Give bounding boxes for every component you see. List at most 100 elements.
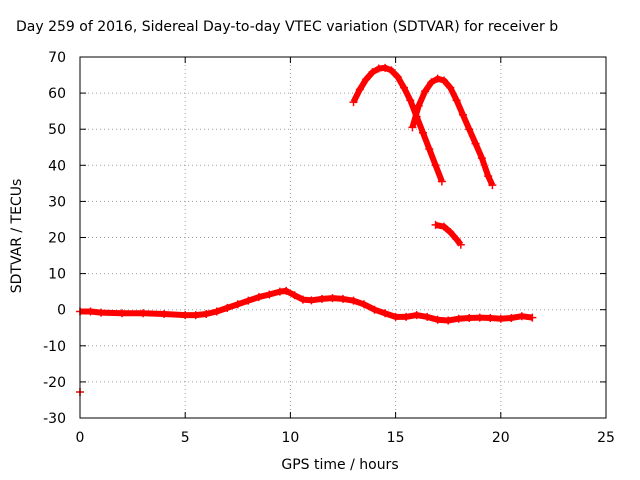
data-point — [290, 291, 299, 300]
data-point — [488, 181, 497, 190]
data-point — [433, 315, 442, 324]
data-point — [181, 311, 190, 320]
data-point — [465, 314, 474, 323]
x-tick-label: 25 — [597, 430, 615, 446]
data-point — [349, 296, 358, 305]
y-tick-label: -10 — [43, 339, 66, 355]
y-tick-label: 30 — [48, 194, 66, 210]
data-point — [433, 74, 442, 83]
data-point — [496, 314, 505, 323]
y-tick-label: 60 — [48, 86, 66, 102]
data-point — [427, 78, 436, 87]
data-point — [437, 177, 446, 186]
data-point — [517, 312, 526, 321]
x-tick-label: 0 — [76, 430, 85, 446]
data-point — [456, 240, 465, 249]
series-line — [80, 287, 533, 324]
data-point — [118, 309, 127, 318]
y-axis-label: SDTVAR / TECUs — [9, 178, 25, 294]
data-series-1 — [349, 63, 446, 186]
data-point — [282, 286, 291, 295]
y-tick-label: -30 — [43, 411, 66, 427]
x-tick-label: 10 — [281, 430, 299, 446]
data-point — [97, 308, 106, 317]
data-series-3 — [431, 220, 465, 249]
data-point — [458, 110, 467, 119]
data-series-2 — [408, 74, 497, 190]
data-point — [446, 228, 455, 237]
data-point — [412, 311, 421, 320]
x-tick-label: 5 — [181, 430, 190, 446]
data-point — [360, 300, 369, 309]
data-point — [475, 313, 484, 322]
data-point — [444, 316, 453, 325]
data-point — [421, 87, 430, 96]
data-point — [265, 290, 274, 299]
data-point — [355, 85, 364, 94]
data-point — [339, 294, 347, 303]
data-point — [431, 220, 440, 229]
grid — [80, 57, 606, 418]
data-point — [402, 312, 411, 321]
data-point — [223, 303, 232, 312]
tick-marks — [79, 56, 607, 419]
plot-frame — [79, 56, 607, 419]
data-point — [368, 68, 377, 77]
data-point — [139, 309, 148, 318]
data-point — [439, 222, 448, 231]
x-tick-label: 15 — [387, 430, 405, 446]
data-point — [349, 98, 358, 107]
data-point — [393, 72, 402, 81]
data-point — [425, 145, 434, 154]
data-point — [431, 161, 440, 170]
data-point — [446, 83, 455, 92]
data-point — [414, 101, 423, 110]
data-point — [86, 307, 95, 316]
data-point — [299, 295, 308, 304]
y-tick-label: 20 — [48, 231, 66, 247]
data-point — [452, 96, 461, 105]
y-tick-label: 50 — [48, 122, 66, 138]
y-tick-label: 40 — [48, 158, 66, 174]
data-point — [391, 312, 400, 321]
data-point — [484, 172, 493, 181]
data-point — [486, 314, 495, 323]
data-point — [233, 300, 242, 309]
data-point — [477, 154, 486, 163]
data-point — [454, 314, 463, 323]
y-tick-label: 70 — [48, 50, 66, 66]
series-line — [409, 75, 496, 187]
data-point — [254, 293, 263, 302]
data-point — [418, 128, 427, 137]
data-point — [160, 310, 169, 319]
data-point — [452, 235, 461, 244]
data-point — [328, 294, 337, 303]
data-point — [212, 307, 221, 316]
data-point — [381, 63, 390, 72]
data-point — [465, 125, 474, 134]
data-point — [387, 66, 396, 75]
data-point — [381, 309, 390, 318]
data-series-0 — [76, 286, 537, 325]
y-tick-label: 0 — [57, 303, 66, 319]
y-tick-label: 10 — [48, 267, 66, 283]
x-tick-label: 20 — [492, 430, 510, 446]
data-point — [307, 296, 316, 305]
data-point — [370, 305, 379, 314]
data-point — [471, 139, 480, 148]
data-point — [244, 296, 253, 305]
data-point — [362, 75, 371, 84]
data-point — [507, 314, 516, 323]
data-point — [317, 294, 326, 303]
data-point — [191, 311, 200, 320]
data-point — [528, 313, 537, 322]
y-tick-label: -20 — [43, 375, 66, 391]
data-point — [400, 83, 409, 92]
data-point — [423, 312, 432, 321]
data-point — [406, 96, 415, 105]
data-point — [408, 123, 417, 132]
data-point — [202, 310, 211, 319]
data-point — [439, 76, 448, 85]
tick-labels: 0 5 10 15 20 25 -30 -20 -10 0 10 20 30 40 50 60 70 — [43, 50, 615, 446]
